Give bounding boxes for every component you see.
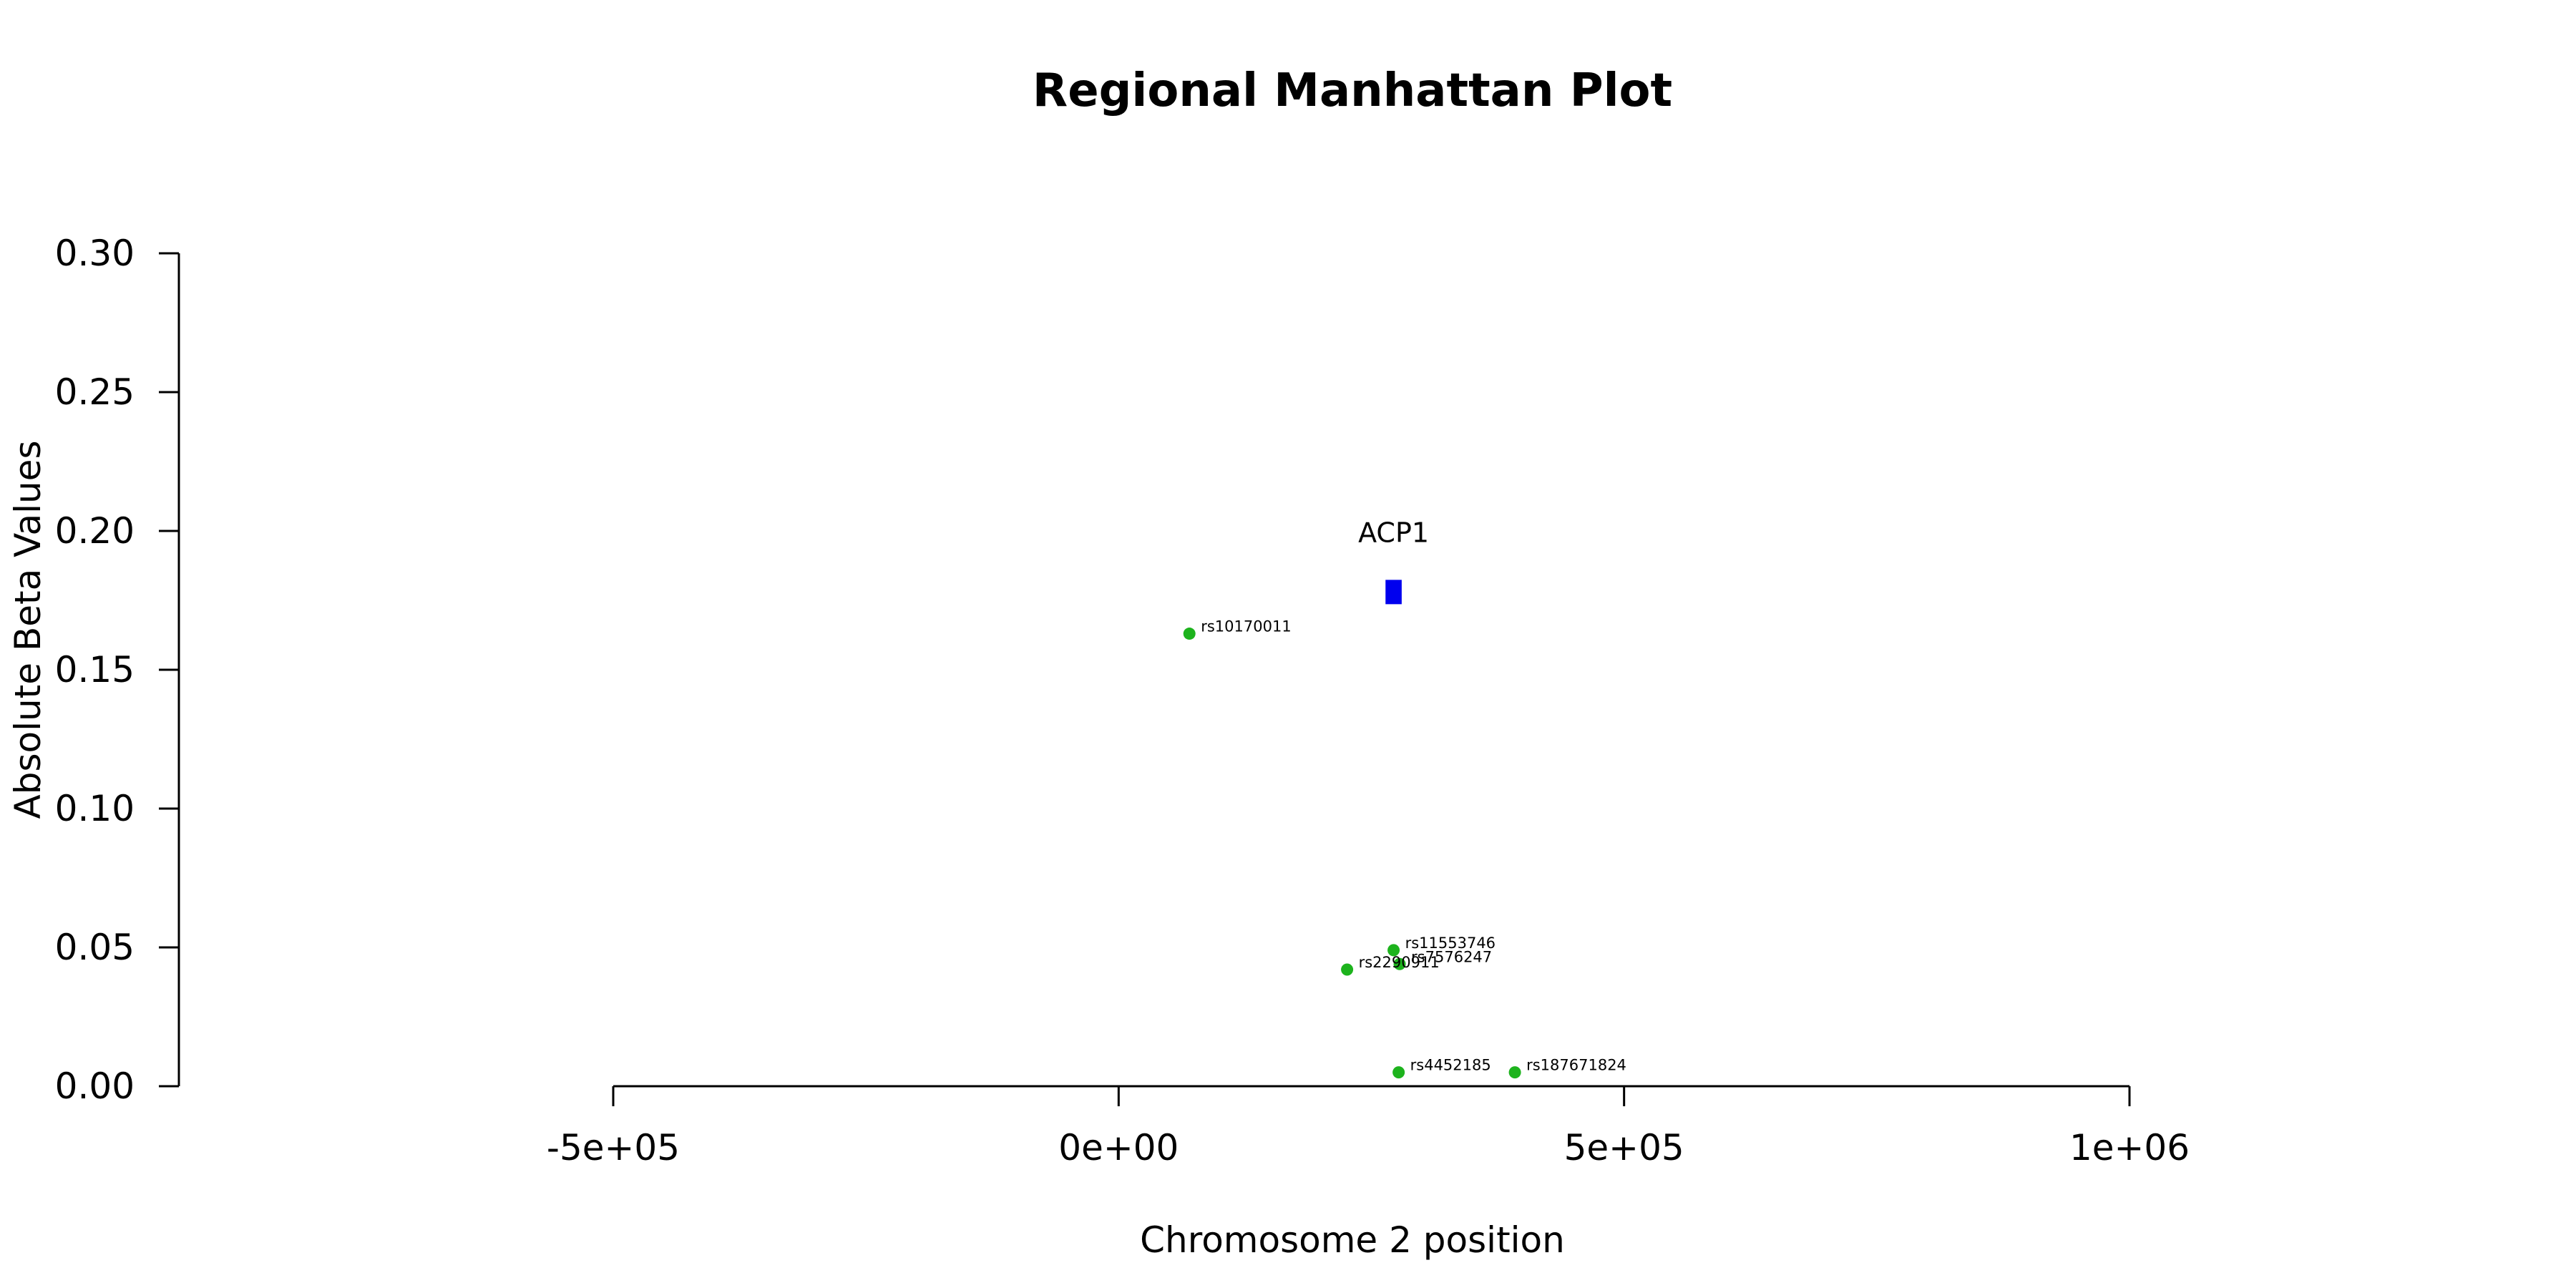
gene-marker bbox=[1385, 580, 1402, 605]
snp-label: rs7576247 bbox=[1411, 948, 1492, 965]
y-tick-label: 0.25 bbox=[55, 371, 135, 413]
snp-point bbox=[1508, 1066, 1521, 1079]
x-tick-label: -5e+05 bbox=[547, 1127, 680, 1169]
snp-label: rs187671824 bbox=[1526, 1057, 1626, 1074]
axes: 0.00 0.05 0.10 0.15 0.20 0.25 0.30 -5e+05 0e+00 5… bbox=[55, 233, 2190, 1169]
snp-label: rs4452185 bbox=[1410, 1057, 1491, 1074]
gene-label: ACP1 bbox=[1358, 517, 1429, 548]
chart-title: Regional Manhattan Plot bbox=[1033, 64, 1672, 117]
snp-point bbox=[1183, 628, 1196, 640]
y-tick-label: 0.05 bbox=[55, 927, 135, 968]
x-axis-title: Chromosome 2 position bbox=[1140, 1219, 1565, 1261]
snp-point bbox=[1387, 944, 1400, 957]
snp-label: rs11553746 bbox=[1405, 935, 1496, 952]
y-axis-title: Absolute Beta Values bbox=[7, 441, 49, 819]
snp-point bbox=[1392, 1066, 1405, 1079]
y-tick-label: 0.20 bbox=[55, 510, 135, 552]
y-tick-label: 0.00 bbox=[55, 1065, 135, 1107]
y-tick-label: 0.10 bbox=[55, 788, 135, 829]
x-tick-label: 5e+05 bbox=[1564, 1127, 1684, 1169]
y-tick-label: 0.30 bbox=[55, 233, 135, 274]
snp-label: rs2290911 bbox=[1359, 954, 1440, 971]
gene-layer: ACP1 bbox=[1358, 517, 1429, 605]
x-tick-label: 0e+00 bbox=[1058, 1127, 1179, 1169]
snp-point bbox=[1393, 957, 1406, 970]
snp-label: rs10170011 bbox=[1201, 618, 1291, 635]
snp-point bbox=[1341, 963, 1354, 976]
x-tick-label: 1e+06 bbox=[2069, 1127, 2190, 1169]
y-tick-label: 0.15 bbox=[55, 649, 135, 691]
